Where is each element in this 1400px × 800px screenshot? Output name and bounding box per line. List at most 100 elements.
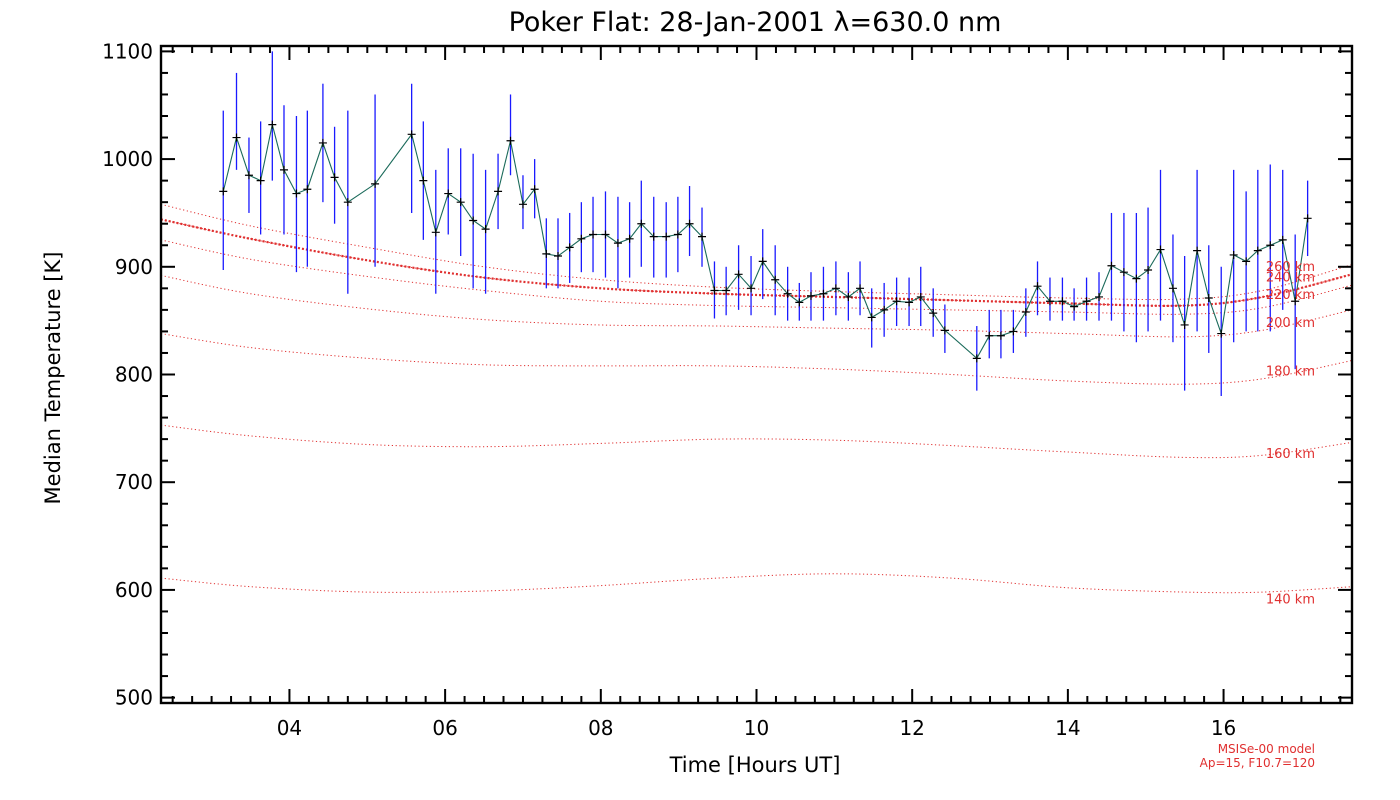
data-point	[371, 179, 380, 188]
data-point	[747, 284, 756, 293]
data-point	[565, 243, 574, 252]
data-point	[589, 230, 598, 239]
data-point	[806, 291, 815, 300]
data-point	[1242, 257, 1251, 266]
data-point	[940, 326, 949, 335]
data-point	[444, 189, 453, 198]
data-point	[1217, 329, 1226, 338]
x-tick-label: 08	[588, 716, 613, 740]
data-point	[1156, 245, 1165, 254]
data-point	[601, 230, 610, 239]
data-point	[303, 185, 312, 194]
data-point	[698, 232, 707, 241]
x-tick-label: 06	[432, 716, 457, 740]
data-point	[1180, 320, 1189, 329]
model-curve-160-km	[161, 424, 1352, 459]
model-label-220-km: 220 km	[1266, 288, 1315, 303]
x-tick-label: 10	[744, 716, 769, 740]
model-label-140-km: 140 km	[1266, 593, 1315, 608]
data-point	[880, 305, 889, 314]
data-point	[1229, 250, 1238, 259]
y-tick-label: 800	[115, 363, 153, 387]
model-label-160-km: 160 km	[1266, 447, 1315, 462]
data-point	[530, 185, 539, 194]
data-point	[1070, 302, 1079, 311]
data-point	[469, 216, 478, 225]
y-tick-label: 1100	[102, 39, 153, 63]
data-point	[819, 289, 828, 298]
data-point	[219, 187, 228, 196]
data-point	[232, 133, 241, 142]
x-tick-label: 16	[1211, 716, 1236, 740]
data-point	[318, 138, 327, 147]
data-point	[916, 292, 925, 301]
data-point	[710, 286, 719, 295]
data-point	[518, 200, 527, 209]
chart-title: Poker Flat: 28-Jan-2001 λ=630.0 nm	[509, 7, 1002, 38]
y-axis-label: Median Temperature [K]	[41, 252, 65, 505]
data-point	[1291, 297, 1300, 306]
data-point	[407, 130, 416, 139]
data-point	[279, 165, 288, 174]
model-curve-220-km	[161, 239, 1352, 315]
data-point	[972, 354, 981, 363]
data-point	[985, 331, 994, 340]
data-point	[673, 230, 682, 239]
data-point	[856, 284, 865, 293]
data-point	[1253, 246, 1262, 255]
data-point	[419, 176, 428, 185]
data-point	[637, 219, 646, 228]
data-point	[577, 234, 586, 243]
data-point	[1303, 214, 1312, 223]
model-note-line-2: Ap=15, F10.7=120	[1200, 756, 1315, 770]
data-point	[929, 309, 938, 318]
model-curve-140-km	[161, 573, 1352, 594]
data-point	[795, 298, 804, 307]
data-point	[625, 234, 634, 243]
data-point	[1204, 294, 1213, 303]
data-point	[1193, 246, 1202, 255]
data-point	[542, 249, 551, 258]
y-tick-label: 700	[115, 470, 153, 494]
data-point	[771, 275, 780, 284]
data-point	[867, 313, 876, 322]
model-curve-180-km	[161, 333, 1352, 385]
data-point	[554, 252, 562, 261]
plot-axes: 04 06 08 10 12 14 16 500 600 700 800 900 1000 1100	[102, 39, 1354, 740]
data-point	[330, 173, 339, 182]
data-point	[844, 292, 853, 301]
model-label-260-km: 260 km	[1266, 260, 1315, 275]
data-point	[268, 120, 277, 129]
y-tick-label: 900	[115, 255, 153, 279]
data-point	[481, 225, 490, 234]
x-axis-label: Time [Hours UT]	[669, 753, 841, 777]
data-point	[494, 187, 503, 196]
data-point	[1266, 241, 1275, 250]
data-point	[1119, 268, 1128, 277]
model-label-180-km: 180 km	[1266, 364, 1315, 379]
data-point	[613, 239, 622, 248]
plot-frame	[159, 44, 1354, 705]
data-point	[1095, 292, 1104, 301]
x-tick-label: 12	[899, 716, 924, 740]
measurement-line	[222, 124, 1309, 360]
data-point	[1045, 297, 1054, 306]
data-point	[292, 189, 301, 198]
model-note-line-1: MSISe-00 model	[1218, 742, 1315, 756]
data-point	[1144, 266, 1153, 275]
data-point	[431, 228, 440, 237]
data-point	[1132, 274, 1141, 283]
measurement-series	[219, 51, 1312, 397]
data-point	[1033, 282, 1042, 291]
y-tick-label: 1000	[102, 147, 153, 171]
y-tick-label: 500	[115, 686, 153, 710]
model-label-240-km: 240 km	[1266, 271, 1315, 286]
data-point	[456, 198, 465, 207]
data-point	[892, 297, 901, 306]
data-point	[244, 171, 253, 180]
data-point	[783, 289, 792, 298]
data-point	[996, 331, 1005, 340]
data-point	[685, 219, 694, 228]
